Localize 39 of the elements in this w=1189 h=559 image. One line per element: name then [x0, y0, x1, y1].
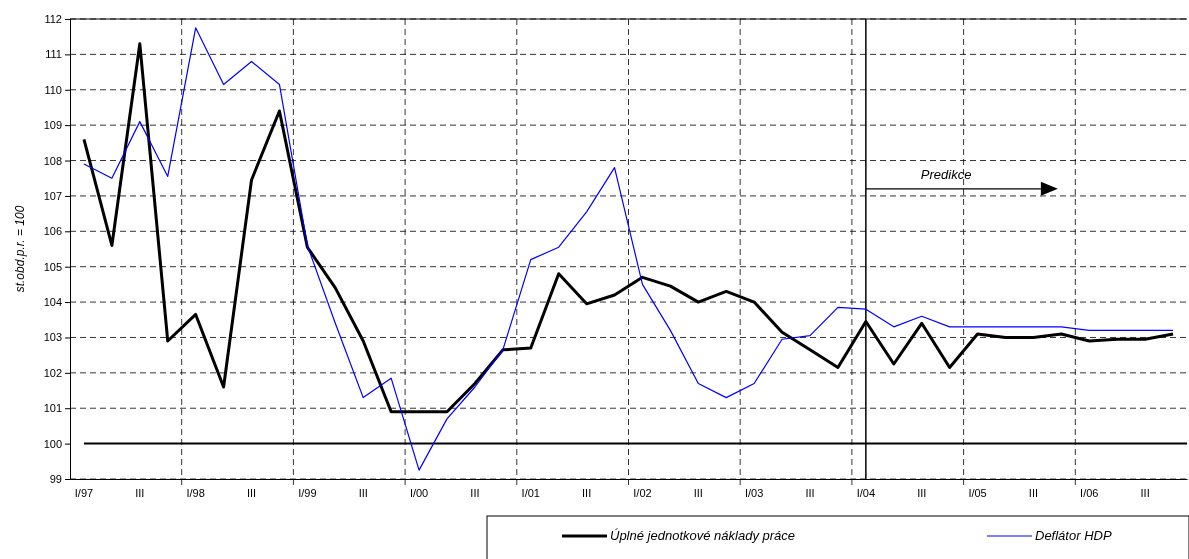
- x-tick-label: III: [1140, 486, 1150, 499]
- x-tick-label: I/98: [186, 486, 205, 499]
- legend-label: Deflátor HDP: [1035, 528, 1112, 543]
- x-tick-label: III: [470, 486, 480, 499]
- x-tick-label: I/01: [521, 486, 540, 499]
- y-tick-label: 100: [43, 437, 62, 450]
- x-tick-label: III: [135, 486, 145, 499]
- x-tick-label: I/04: [856, 486, 876, 499]
- y-tick-label: 110: [44, 83, 62, 96]
- y-tick-label: 112: [44, 13, 62, 26]
- x-tick-label: III: [358, 486, 368, 499]
- y-tick-label: 104: [43, 296, 62, 309]
- legend-label: Úplné jednotkové náklady práce: [610, 528, 796, 543]
- y-tick-label: 101: [43, 402, 62, 415]
- x-tick-label: I/06: [1080, 486, 1099, 499]
- x-tick-label: III: [805, 486, 815, 499]
- x-tick-label: III: [693, 486, 703, 499]
- x-tick-label: I/05: [968, 486, 987, 499]
- line-series: [83, 27, 1174, 471]
- x-tick-label: I/02: [633, 486, 652, 499]
- x-tick-label: III: [917, 486, 927, 499]
- y-tick-label: 105: [43, 260, 62, 273]
- x-tick-label: I/03: [744, 486, 764, 499]
- x-tick-label: III: [582, 486, 592, 499]
- x-tick-label: I/99: [298, 486, 317, 499]
- y-tick-label: 102: [43, 366, 62, 379]
- x-tick-label: I/00: [409, 486, 429, 499]
- x-tick-label: III: [1028, 486, 1038, 499]
- x-tick-label: I/97: [74, 486, 94, 499]
- y-tick-label: 109: [43, 119, 62, 132]
- y-tick-label: 103: [43, 331, 62, 344]
- y-tick-label: 111: [45, 48, 62, 61]
- y-tick-label: 99: [49, 473, 62, 486]
- y-tick-label: 106: [43, 225, 62, 238]
- annotation: Predikce: [920, 166, 972, 182]
- x-tick-label: III: [246, 486, 257, 499]
- y-tick-label: 108: [43, 154, 62, 167]
- y-axis-title: st.obd.p.r. = 100: [13, 205, 27, 293]
- y-tick-label: 107: [43, 189, 62, 202]
